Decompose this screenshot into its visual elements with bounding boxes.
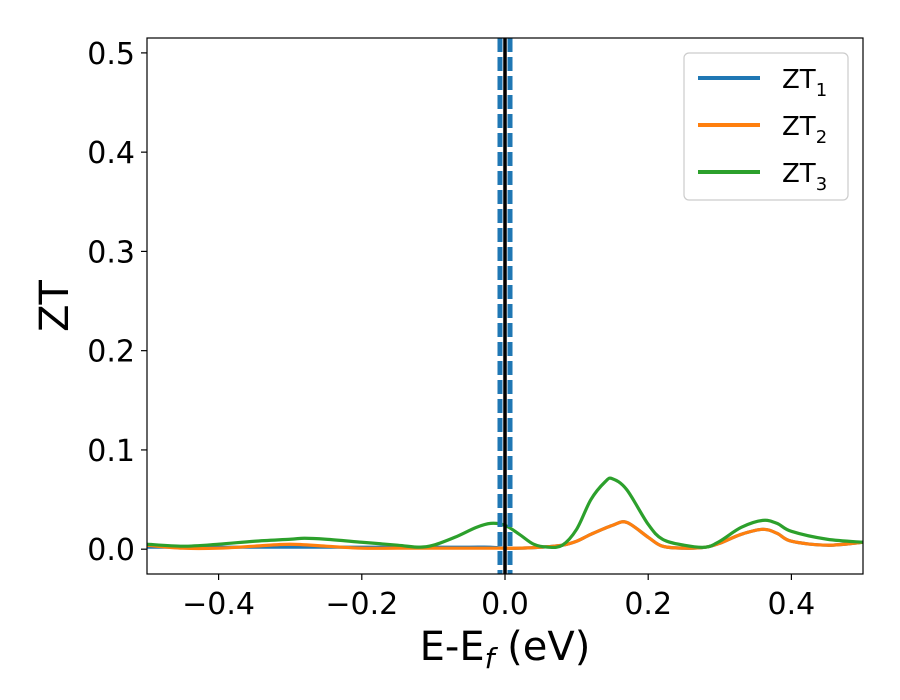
legend-box <box>683 52 849 201</box>
series-line-2 <box>147 520 863 551</box>
y-tick-label: 0.0 <box>87 533 135 568</box>
x-tick-label: 0.2 <box>624 587 672 622</box>
x-tick-label: −0.2 <box>325 587 398 622</box>
y-axis-title: ZT <box>32 280 78 332</box>
x-tick-label: −0.4 <box>182 587 255 622</box>
y-tick-label: 0.5 <box>87 37 135 72</box>
y-tick-label: 0.1 <box>87 434 135 469</box>
y-tick-label: 0.3 <box>87 235 135 270</box>
axes: −0.4 −0.2 0.0 0.2 0.4 0.0 0.1 0.2 0.3 0.4 0.5 <box>87 37 864 622</box>
x-tick-label: 0.0 <box>481 587 529 622</box>
series-line-3 <box>147 476 863 550</box>
x-axis-title: E-Ef (eV) <box>420 624 591 675</box>
x-tick-label: 0.4 <box>768 587 816 622</box>
plot-area <box>147 38 863 574</box>
y-tick-label: 0.2 <box>87 335 135 370</box>
y-tick-label: 0.4 <box>87 136 135 171</box>
